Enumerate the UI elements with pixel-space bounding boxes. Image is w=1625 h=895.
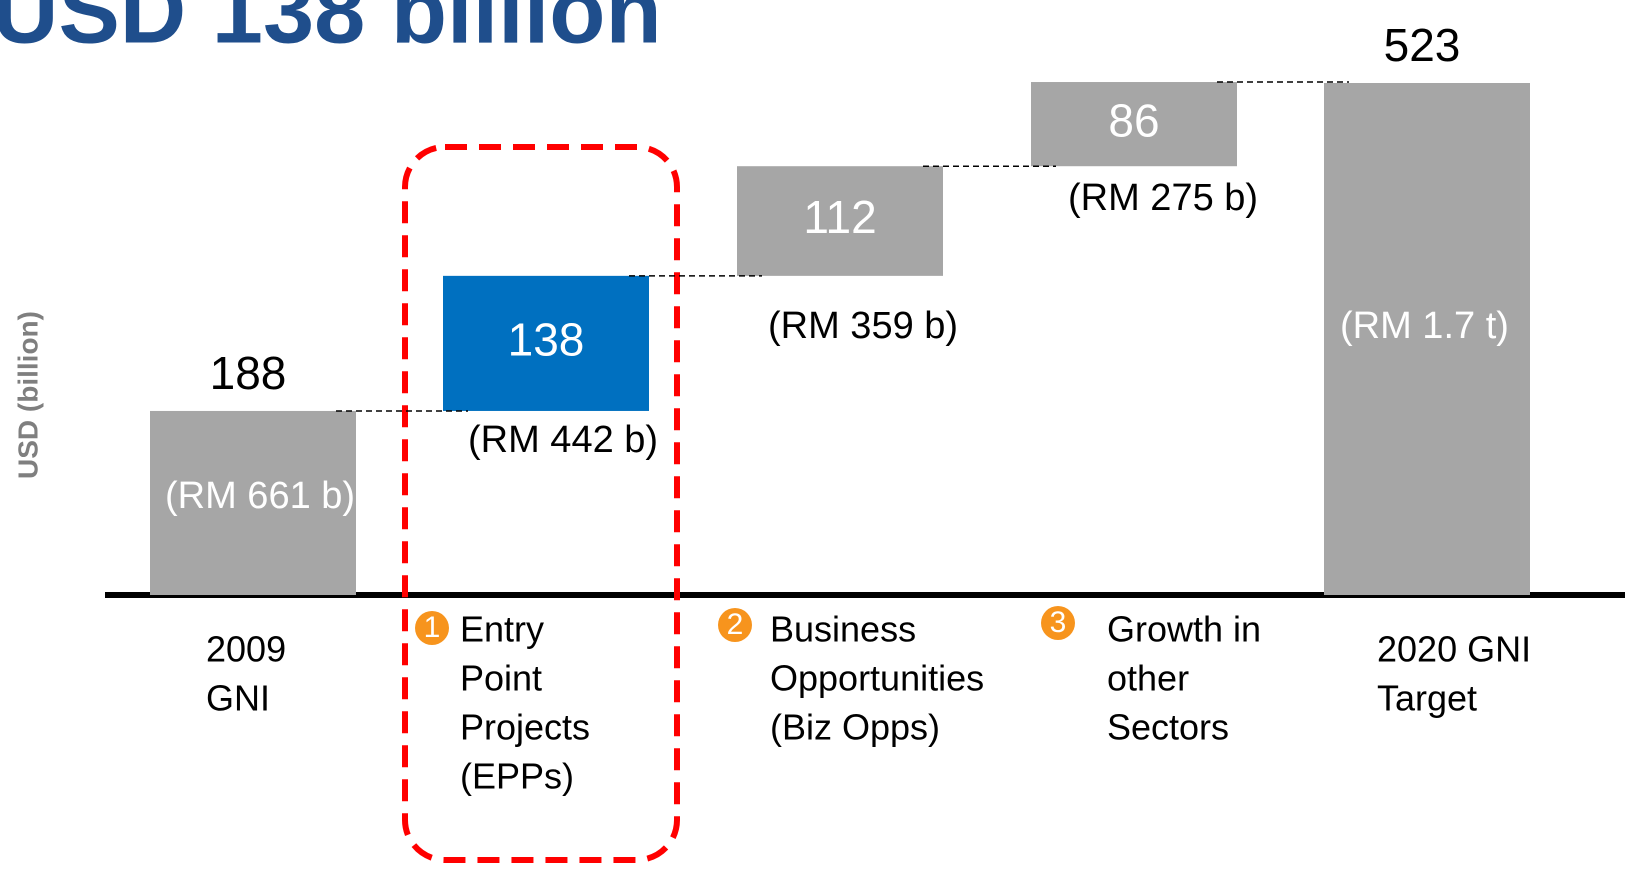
x-tick-label: 2009 <box>206 629 286 670</box>
value-label: 112 <box>803 191 876 243</box>
x-tick-label: Entry <box>460 609 544 650</box>
x-tick-label: Point <box>460 658 542 699</box>
x-tick-label: Business <box>770 609 916 650</box>
step-number: 3 <box>1050 606 1067 639</box>
bar <box>1031 82 1237 167</box>
x-tick-label: 2020 GNI <box>1377 629 1531 670</box>
x-tick-label: GNI <box>206 678 270 719</box>
rm-label: (RM 275 b) <box>1068 177 1258 219</box>
bar <box>737 166 943 276</box>
bar <box>150 410 356 595</box>
x-tick-label: Target <box>1377 678 1477 719</box>
x-tick-label: Projects <box>460 707 590 748</box>
y-axis-label: USD (billion) <box>12 311 43 479</box>
step-number: 2 <box>727 608 744 641</box>
x-tick-label: Opportunities <box>770 658 984 699</box>
value-label: 138 <box>508 314 585 366</box>
x-tick-label: (Biz Opps) <box>770 707 940 748</box>
x-tick-label: Sectors <box>1107 707 1229 748</box>
x-tick-label: Growth in <box>1107 609 1261 650</box>
rm-label: (RM 442 b) <box>468 419 658 461</box>
bar <box>1324 83 1530 595</box>
step-badge <box>1041 606 1075 640</box>
bar <box>443 275 649 411</box>
x-tick-label: other <box>1107 658 1189 699</box>
value-label: 523 <box>1384 19 1461 71</box>
chart-title: USD 138 billion <box>0 0 662 62</box>
value-label: 86 <box>1108 94 1159 146</box>
rm-label: (RM 661 b) <box>165 475 355 517</box>
rm-label: (RM 1.7 t) <box>1340 305 1509 347</box>
step-badge <box>415 611 449 645</box>
rm-label: (RM 359 b) <box>768 305 958 347</box>
step-number: 1 <box>424 611 441 644</box>
x-tick-label: (EPPs) <box>460 756 574 797</box>
highlight-box <box>402 144 680 863</box>
step-badge <box>718 608 752 642</box>
value-label: 188 <box>210 347 287 399</box>
